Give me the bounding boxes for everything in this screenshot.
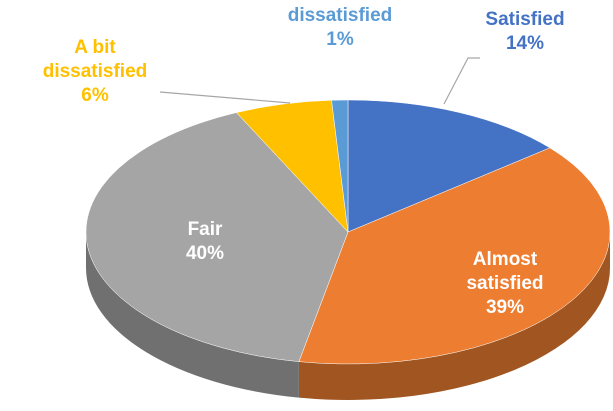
pie-slice xyxy=(298,147,611,365)
data-label: dissatisfied 1% xyxy=(270,4,410,52)
value-label: 40% xyxy=(185,243,225,264)
leader-line xyxy=(443,57,480,105)
pie-slice xyxy=(347,99,551,233)
pie-side xyxy=(298,232,610,400)
category-label: Satisfied xyxy=(485,9,565,30)
leader-line xyxy=(159,91,291,104)
category-label: dissatisfied xyxy=(287,5,393,26)
data-label: Fair 40% xyxy=(150,218,260,266)
data-label: Almost satisfied 39% xyxy=(440,248,570,320)
pie-side xyxy=(86,232,299,398)
category-label: Almost satisfied xyxy=(466,249,544,294)
pie-slice xyxy=(85,112,349,362)
category-label: Fair xyxy=(187,219,223,240)
data-label: Satisfied 14% xyxy=(470,8,580,56)
category-label: A bit dissatisfied xyxy=(42,37,148,82)
value-label: 39% xyxy=(485,297,525,318)
value-label: 6% xyxy=(81,85,109,106)
pie-slice xyxy=(331,99,349,233)
data-label: A bit dissatisfied 6% xyxy=(20,36,170,108)
value-label: 14% xyxy=(505,33,545,54)
value-label: 1% xyxy=(326,29,354,50)
